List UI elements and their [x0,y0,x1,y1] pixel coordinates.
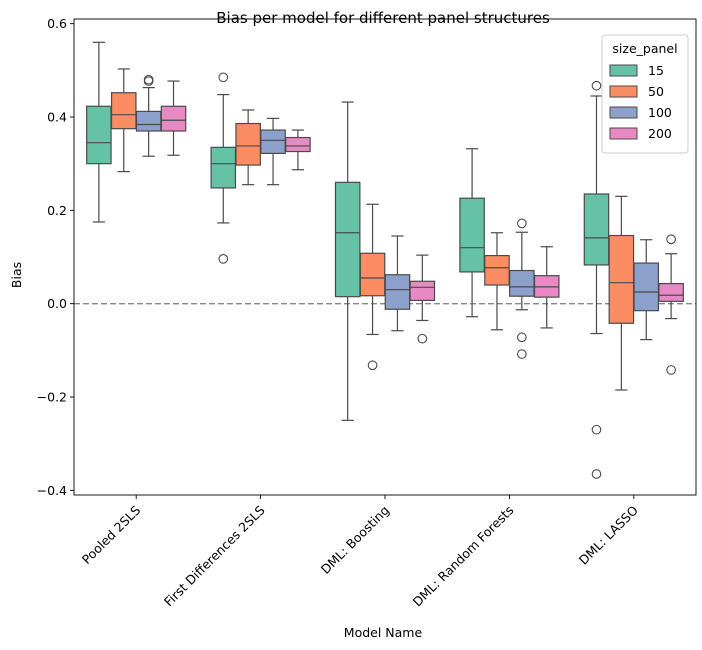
outlier-point [516,332,527,343]
y-tick-label: 0.2 [47,203,67,218]
outlier-point [591,469,602,479]
outlier-point [591,80,602,91]
y-tick-label: 0.0 [47,296,67,311]
box-3-series-100 [384,235,411,332]
outlier-point [516,349,527,359]
box-2-series-50 [235,109,261,186]
box-iqr [658,283,684,302]
box-2-series-200 [285,129,311,171]
legend-item-200: 200 [609,126,672,141]
box-iqr [285,136,311,153]
box-iqr [110,92,137,130]
box-iqr [384,274,411,310]
legend-label: 100 [648,105,672,120]
box-iqr [409,280,436,301]
x-tick-label: Pooled 2SLS [79,502,144,567]
box-2-series-100 [260,117,286,186]
outlier-point [218,72,229,83]
x-tick-label: DML: Random Forests [410,503,517,610]
box-iqr [210,146,237,189]
box-3-series-15 [334,101,361,421]
box-iqr [160,105,187,132]
x-tick-label: First Differences 2SLS [161,502,268,609]
y-axis: −0.4 −0.2 0.0 0.2 0.4 0.6 [37,16,74,498]
box-1-series-200 [160,80,187,156]
y-tick-label: 0.4 [47,110,67,125]
box-1-series-15 [86,41,112,223]
outlier-point [143,74,154,85]
y-tick-label: 0.6 [47,16,67,31]
outlier-point [666,365,676,375]
box-iqr [235,122,261,166]
box-5-series-15 [583,80,610,479]
box-iqr [484,255,510,286]
box-5-series-50 [608,195,635,391]
box-iqr [633,262,660,312]
x-tick-label: DML: LASSO [576,502,641,567]
legend-item-50: 50 [609,84,664,99]
outlier-point [218,254,229,264]
legend-label: 50 [648,84,664,99]
legend-swatch [609,127,638,140]
box-iqr [86,105,112,165]
box-iqr [583,193,610,266]
x-tick-label: DML: Boosting [318,503,392,577]
x-axis: Pooled 2SLS First Differences 2SLS DML: Bo… [79,495,641,609]
box-iqr [459,197,485,273]
box-5-series-200 [658,234,684,375]
box-iqr [260,129,286,154]
box-4-series-50 [484,232,510,331]
chart-title: Bias per model for different panel struc… [216,9,550,27]
box-iqr [135,110,162,132]
legend-label: 15 [648,63,664,78]
box-iqr [359,252,386,297]
box-2-series-15 [210,72,237,264]
y-axis-label: Bias [9,262,24,288]
box-1-series-50 [110,68,137,173]
legend-item-100: 100 [609,105,672,120]
legend-label: 200 [648,126,672,141]
outlier-point [516,218,527,229]
box-iqr [608,234,635,324]
outlier-point [666,234,676,245]
x-axis-label: Model Name [344,625,423,640]
legend-swatch [609,64,638,77]
legend: size_panel 15 50 100 200 [601,34,689,154]
box-5-series-100 [633,239,660,341]
box-4-series-200 [533,246,560,329]
y-tick-label: −0.4 [37,483,67,498]
box-iqr [509,269,535,297]
outlier-point [367,360,378,371]
legend-swatch [609,85,638,98]
box-1-series-100 [135,74,162,157]
outlier-point [417,333,428,344]
legend-item-15: 15 [609,63,664,78]
box-4-series-100 [509,218,535,359]
legend-title: size_panel [612,41,677,56]
box-3-series-50 [359,203,386,371]
legend-swatch [609,106,638,119]
y-tick-label: −0.2 [37,390,67,405]
outlier-point [591,424,602,435]
plot-area [74,41,696,479]
box-3-series-200 [409,254,436,344]
box-4-series-15 [459,148,485,318]
box-iqr [334,181,361,298]
